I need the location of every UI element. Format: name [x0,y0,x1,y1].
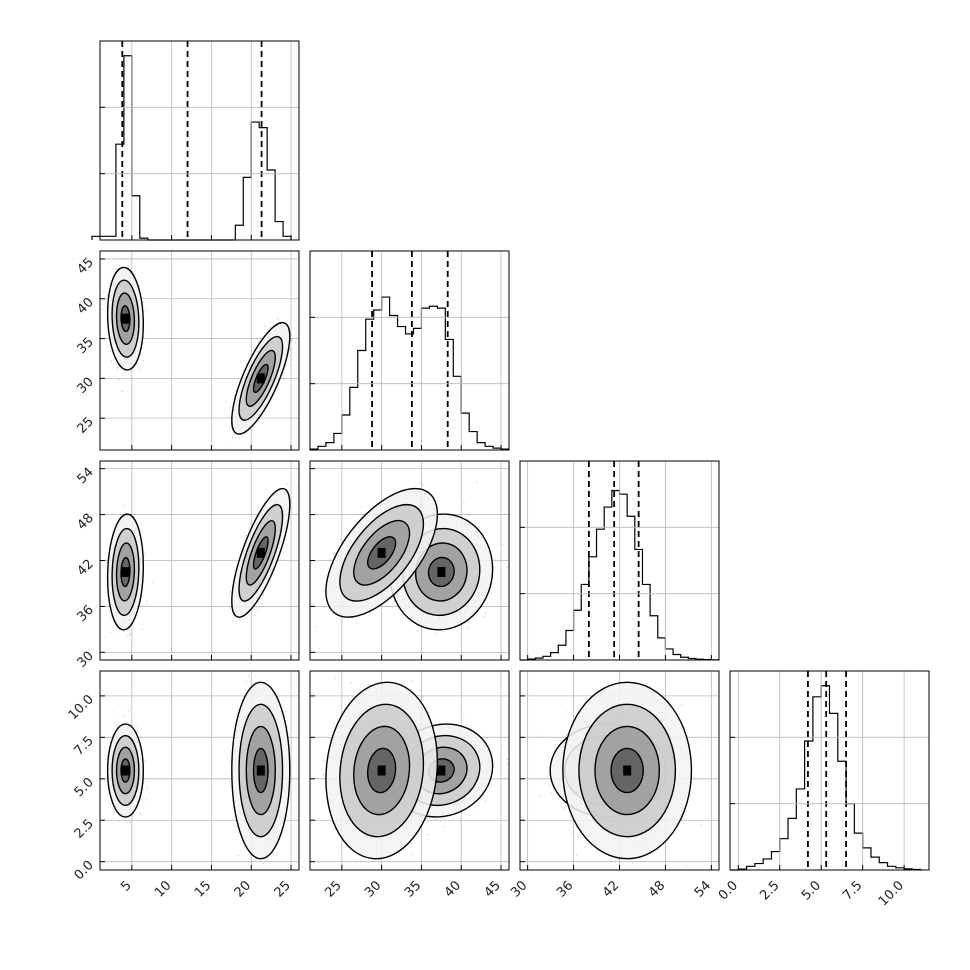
contour-line [106,266,145,371]
panel-frame [309,670,510,871]
density-peak [623,765,632,776]
contour-line [353,725,411,816]
histogram-step [730,685,922,871]
contour-line [231,681,291,860]
contour-line [106,723,145,818]
contour-line [367,747,397,794]
contour-line [427,556,455,588]
panel-frame [99,250,300,451]
panel-frame [99,670,300,871]
contour-line [578,703,677,838]
panel-frame [519,670,720,871]
contour-line [245,725,276,816]
contour-line [610,747,644,794]
density-peak [437,566,446,577]
density-panel [538,681,702,867]
contour-line [562,681,693,860]
contour-line [120,305,131,333]
density-panel [314,481,508,635]
contour-line [594,725,661,816]
density-peak [256,373,265,384]
contour-line [111,527,140,617]
contour-line [325,681,439,860]
density-peak [121,566,130,577]
contour-line [252,536,269,570]
contour-line [339,703,425,838]
density-peak [377,547,386,558]
density-panel [101,258,297,449]
histogram-panel [730,671,922,871]
histogram-step [91,55,292,241]
contour-line [367,536,397,570]
contour-line [245,349,276,407]
histogram-panel [91,41,292,241]
contour-line [238,335,284,421]
density-panel [106,674,291,867]
density-peak [121,765,130,776]
density-peak [437,765,446,776]
contour-line [115,542,136,602]
density-peak [121,313,130,324]
panel-frame [519,460,720,661]
contour-line [115,746,136,795]
contour-line [120,556,131,588]
contour-line [325,487,439,618]
density-panel [321,677,508,863]
contour-line [245,519,276,586]
density-peak [256,765,265,776]
panel-frame [729,670,930,871]
contour-line [115,292,136,345]
panel-frame [309,250,510,451]
panel-frame [99,40,300,241]
panel-frame [99,460,300,661]
contour-line [111,279,140,358]
contour-line [111,734,140,807]
contour-line [238,503,284,602]
contour-line [231,321,291,435]
contour-line [120,758,131,783]
density-peak [256,547,265,558]
contour-line [252,747,269,794]
panel-frame [309,460,510,661]
contour-line [106,513,145,631]
contour-line [238,703,284,838]
contour-line [353,519,411,586]
contour-line [231,487,291,618]
contour-line [252,363,269,393]
contour-line [339,503,425,602]
density-peak [377,765,386,776]
density-panel [106,483,299,636]
